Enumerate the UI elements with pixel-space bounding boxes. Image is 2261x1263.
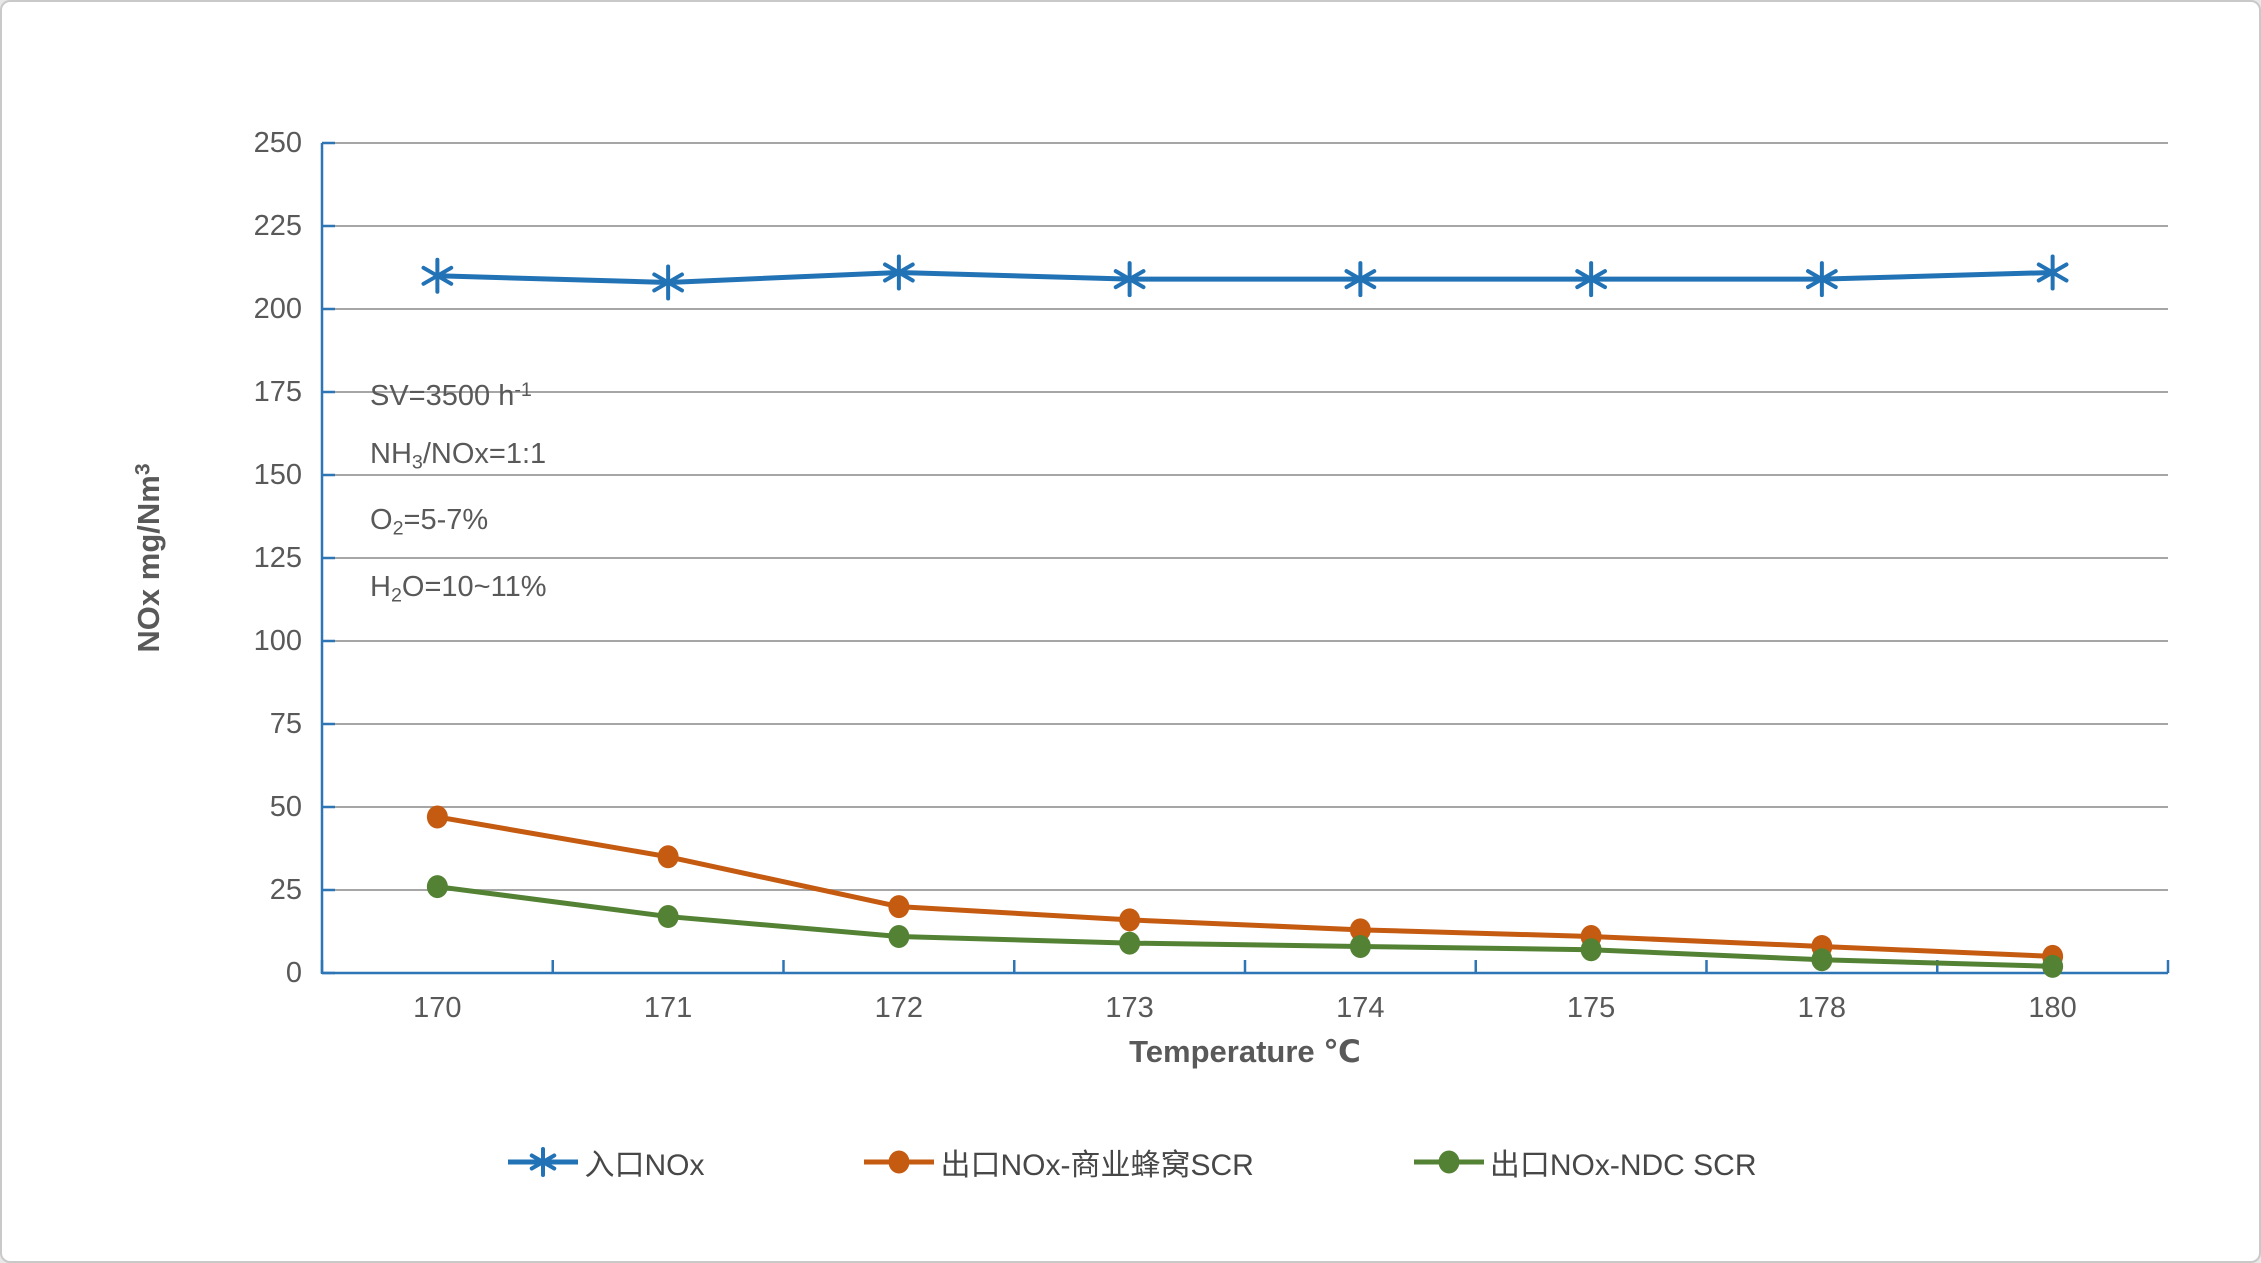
asterisk-legend-marker <box>508 1147 579 1177</box>
asterisk-marker <box>2036 262 2069 283</box>
circle-marker <box>1119 931 1141 955</box>
text-segment: SV=3500 h <box>370 379 515 412</box>
circle-marker <box>1580 938 1602 962</box>
y-tick-label: 200 <box>253 293 302 325</box>
asterisk-marker <box>421 265 454 286</box>
y-axis-title: NOx mg/Nm3 <box>131 463 167 652</box>
text-segment: H <box>370 570 391 603</box>
text-segment: =5-7% <box>403 504 489 537</box>
x-axis-title: Temperature ℃ <box>1129 1034 1361 1069</box>
legend-item: 出口NOx-商业蜂窝SCR <box>864 1140 1254 1184</box>
y-tick-label: 25 <box>269 874 302 906</box>
text-segment: 3 <box>131 463 155 476</box>
legend-item: 入口NOx <box>508 1140 704 1184</box>
circle-legend-marker <box>864 1150 935 1174</box>
asterisk-marker <box>1575 269 1607 290</box>
text-segment: NOx mg/Nm <box>131 475 166 653</box>
series-line <box>434 814 2056 959</box>
y-tick-label: 50 <box>269 791 302 823</box>
chart-legend: 入口NOx 出口NOx-商业蜂窝SCR 出口NOx-NDC SCR <box>2 1135 2259 1189</box>
y-tick-label: 100 <box>253 625 302 657</box>
y-tick-label: 250 <box>253 127 302 159</box>
annotation-line: H2O=10~11% <box>370 558 547 625</box>
legend-label: 入口NOx <box>584 1149 705 1182</box>
x-tick-label: 172 <box>874 992 924 1024</box>
circle-marker <box>426 805 448 829</box>
asterisk-marker <box>883 262 915 283</box>
y-tick-label: 175 <box>253 376 302 408</box>
x-tick-label: 171 <box>643 992 693 1024</box>
x-tick-label: 175 <box>1566 992 1616 1024</box>
series-line <box>434 884 2056 969</box>
asterisk-marker <box>1344 269 1377 290</box>
y-tick-label: 125 <box>253 542 302 574</box>
text-segment: NH <box>370 437 412 470</box>
y-tick-label: 225 <box>253 210 302 242</box>
text-segment: -1 <box>514 379 532 401</box>
text-segment: O <box>370 504 393 537</box>
circle-marker <box>657 905 679 929</box>
annotation-line: SV=3500 h-1 <box>370 361 547 425</box>
text-segment: 2 <box>390 584 402 607</box>
x-tick-label: 180 <box>2028 992 2077 1024</box>
y-tick-label: 150 <box>253 459 302 491</box>
legend-label: 出口NOx-商业蜂窝SCR <box>940 1149 1254 1182</box>
text-segment: 3 <box>411 451 423 474</box>
series-line <box>434 269 2056 285</box>
circle-marker <box>888 895 910 919</box>
circle-marker <box>1349 934 1371 958</box>
circle-marker <box>1349 918 1371 942</box>
text-segment: O=10~11% <box>401 570 547 603</box>
circle-marker <box>426 875 448 899</box>
x-tick-label: 170 <box>413 992 462 1024</box>
asterisk-marker <box>1806 269 1838 290</box>
chart-annotations: SV=3500 h-1 NH3/NOx=1:1 O2=5-7% H2O=10~11% <box>370 361 547 624</box>
annotation-line: O2=5-7% <box>370 491 547 558</box>
circle-marker <box>657 845 679 869</box>
circle-marker <box>1119 908 1141 932</box>
x-tick-label: 174 <box>1336 992 1385 1024</box>
circle-marker <box>888 924 910 948</box>
text-segment: 2 <box>392 517 404 540</box>
circle-legend-marker <box>1413 1150 1484 1174</box>
x-tick-label: 178 <box>1797 992 1847 1024</box>
asterisk-marker <box>1113 269 1146 290</box>
legend-item: 出口NOx-NDC SCR <box>1413 1140 1757 1184</box>
text-segment: /NOx=1:1 <box>422 437 547 470</box>
circle-marker <box>2042 954 2064 978</box>
y-tick-label: 75 <box>269 708 302 740</box>
annotation-line: NH3/NOx=1:1 <box>370 425 547 492</box>
asterisk-marker <box>652 272 684 293</box>
y-tick-label: 0 <box>285 957 302 989</box>
x-tick-label: 173 <box>1105 992 1154 1024</box>
circle-marker <box>1811 948 1833 972</box>
legend-label: 出口NOx-NDC SCR <box>1489 1149 1757 1182</box>
